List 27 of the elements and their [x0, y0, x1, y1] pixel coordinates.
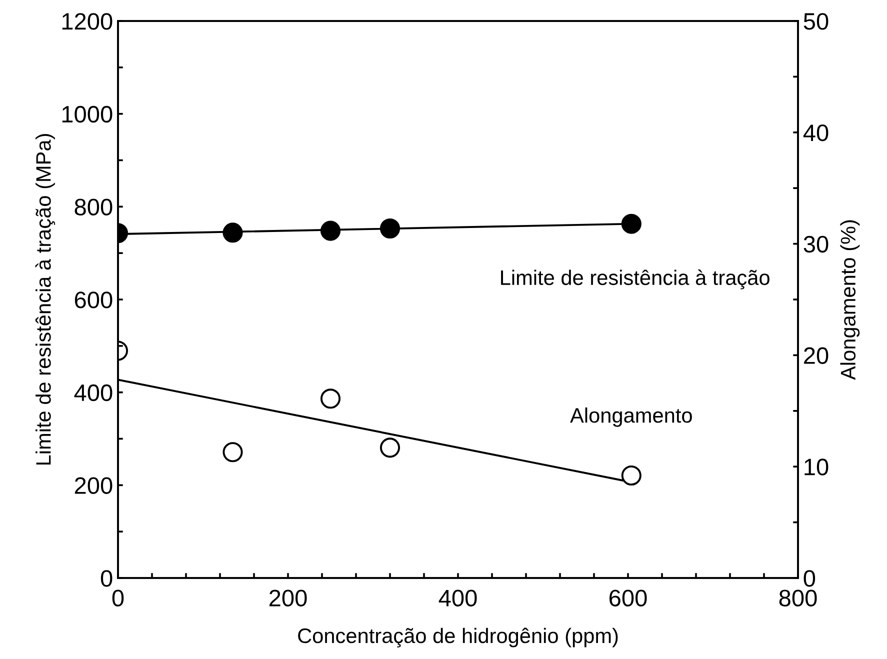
x-tick-label: 600 [610, 590, 647, 606]
y-tick-label: 1200 [62, 13, 112, 30]
y-tick-label: 0 [100, 570, 112, 587]
x-tick-label: 400 [438, 590, 477, 606]
y2-axis-title: Alongamento (%) [840, 220, 860, 380]
y-tick-label: 600 [74, 292, 112, 308]
y2-tick-label: 0 [804, 570, 816, 587]
text: Limite de resistência à tração [501, 270, 770, 290]
y-tick-label: 200 [74, 477, 112, 494]
x-tick-label: 200 [269, 590, 307, 606]
y2-tick-label: 30 [804, 236, 828, 253]
y2-tick-label: 20 [804, 347, 828, 364]
y-tick-label: 400 [74, 384, 112, 402]
point [222, 442, 243, 462]
y2-tick-label: 50 [804, 13, 828, 30]
x-axis-title: Concentração de hidrogênio (ppm) [298, 628, 618, 648]
y2-tick-label: 40 [803, 124, 828, 142]
y-tick-label: 1000 [62, 106, 112, 123]
y-axis-title: Limite de resistência à tração (MPa) [35, 134, 56, 465]
y2-tick-label: 10 [804, 458, 828, 476]
point [320, 388, 341, 409]
y-tick-label: 800 [74, 198, 112, 216]
text: Alongamento [570, 407, 692, 427]
x-tick-label: 800 [779, 590, 817, 606]
point [621, 465, 642, 486]
point [380, 438, 400, 458]
x-tick-label: 0 [112, 590, 124, 606]
